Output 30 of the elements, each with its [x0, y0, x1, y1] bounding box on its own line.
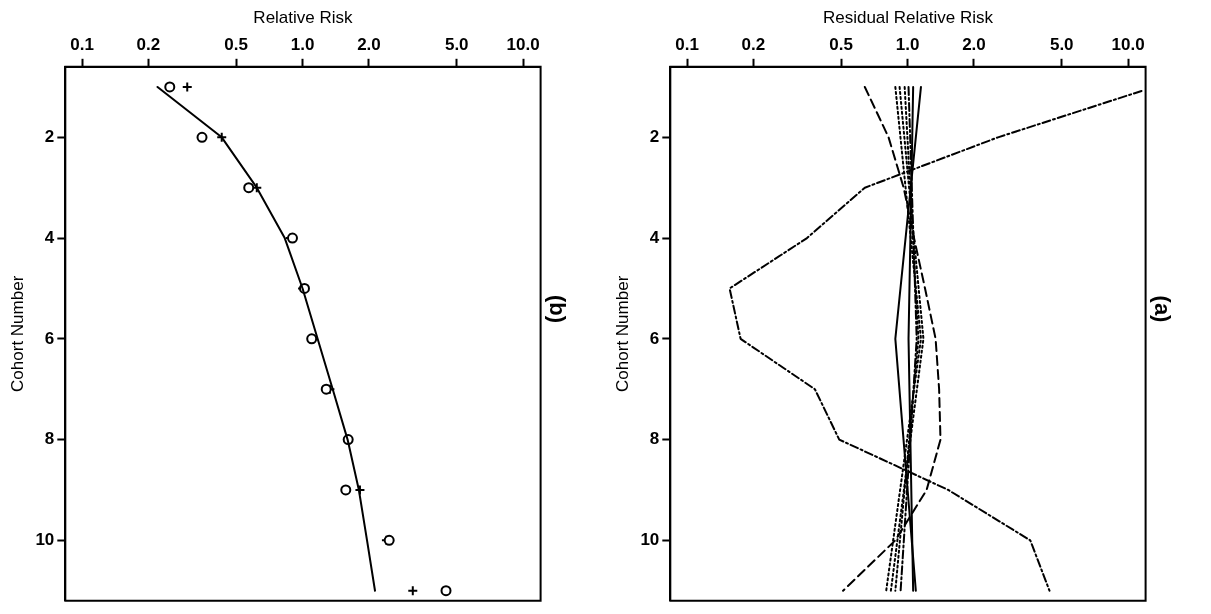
y-axis-title: Cohort Number: [612, 275, 632, 392]
x-tick-label: 10.0: [1111, 35, 1145, 55]
text: (a): [1149, 295, 1175, 323]
x-tick-label: 0.2: [136, 35, 161, 55]
text: (b): [544, 294, 570, 324]
x-tick-label: 1.0: [895, 35, 920, 55]
y-axis-title: Cohort Number: [7, 275, 27, 392]
x-tick-label: 0.2: [741, 35, 766, 55]
x-axis-title: Relative Risk: [253, 7, 354, 27]
y-tick-label: 4: [649, 227, 660, 247]
x-tick-label: 10.0: [506, 35, 540, 55]
x-tick-label: 2.0: [962, 35, 986, 55]
y-tick-label: 6: [649, 328, 660, 348]
y-tick-label: 6: [44, 328, 55, 348]
x-tick-label: 1.0: [290, 35, 315, 55]
y-tick-label: 2: [649, 127, 660, 147]
x-tick-label: 0.5: [829, 35, 853, 55]
y-tick-label: 2: [44, 127, 55, 147]
x-tick-label: 5.0: [1049, 35, 1074, 55]
y-tick-label: 10: [35, 530, 55, 550]
y-tick-label: 4: [44, 227, 55, 247]
y-tick-label: 8: [649, 429, 660, 449]
y-tick-label: 10: [640, 530, 660, 550]
x-axis-title: Residual Relative Risk: [822, 7, 994, 27]
x-tick-label: 5.0: [444, 35, 469, 55]
x-tick-label: 2.0: [357, 35, 381, 55]
x-tick-label: 0.1: [70, 35, 94, 55]
x-tick-label: 0.1: [675, 35, 699, 55]
x-tick-label: 0.5: [224, 35, 248, 55]
y-tick-label: 8: [44, 429, 55, 449]
